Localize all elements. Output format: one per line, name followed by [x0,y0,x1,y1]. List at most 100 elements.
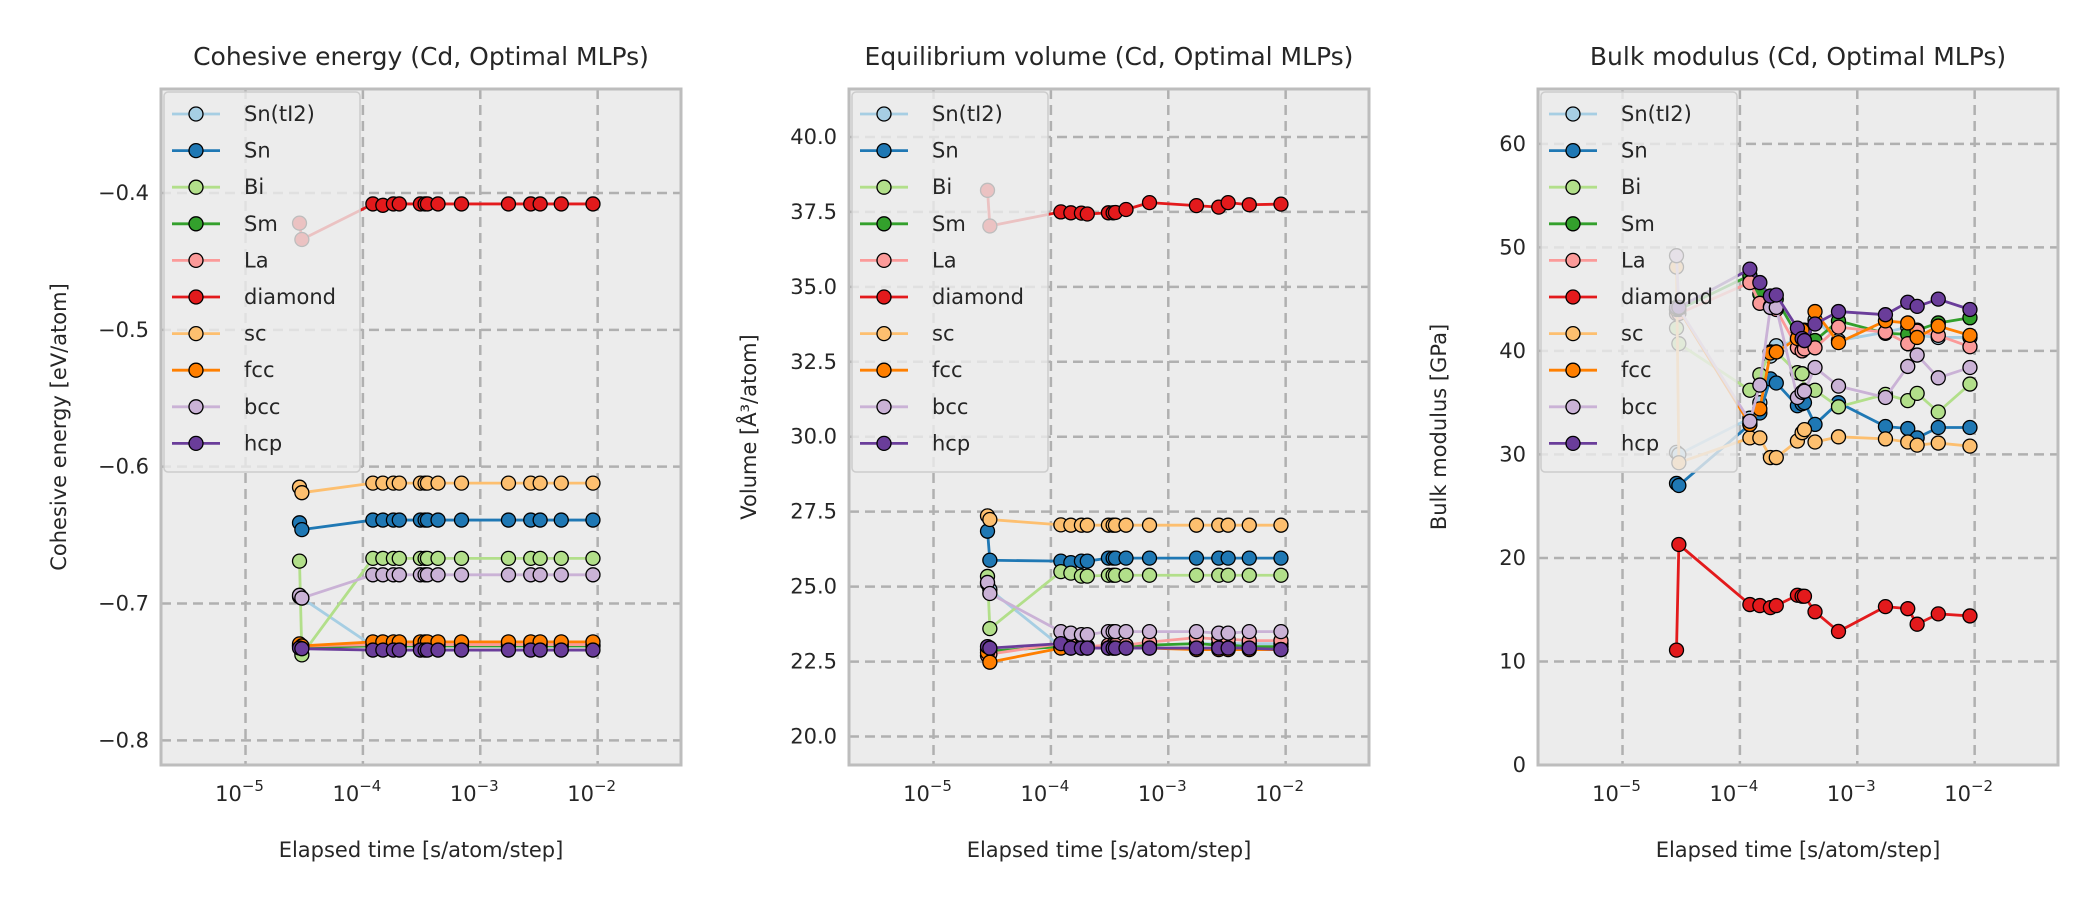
data-point [1188,640,1205,656]
data-point [1118,623,1134,640]
data-point [1909,329,1925,346]
data-point [500,196,517,212]
data-point [1877,598,1894,615]
data-point [1752,430,1768,446]
x-tick-base: 10 [1944,782,1971,806]
data-point [1188,517,1205,533]
data-point [1141,567,1158,583]
data-point [391,642,407,658]
x-tick-base: 10 [1709,782,1736,806]
legend-marker [876,435,892,452]
legend-marker [876,399,892,415]
y-axis-label: Volume [Å³/atom] [735,334,761,519]
y-tick-label: 27.5 [790,500,837,524]
data-point [532,512,548,528]
legend-item: hcp [860,431,970,455]
legend-item: bcc [860,395,968,419]
data-point [1742,413,1758,429]
data-point [532,550,548,567]
x-tick-exponent: −3 [1854,777,1876,795]
legend-item: hcp [1549,431,1659,455]
legend-marker [188,106,204,122]
data-point [1742,261,1758,277]
data-point [391,550,407,567]
legend-marker [1565,435,1581,452]
x-tick-label: 10−5 [1592,777,1641,806]
data-point [1930,318,1946,334]
data-point [1830,378,1847,394]
data-point [1962,419,1978,436]
x-tick-exponent: −4 [1047,777,1069,795]
legend-label: Bi [1621,175,1641,199]
data-point [391,567,407,583]
data-point [1796,588,1813,604]
data-point [1079,206,1095,222]
data-point [1141,194,1158,211]
legend-label: fcc [1621,358,1652,382]
y-tick-label: −0.4 [98,181,149,205]
legend-marker [188,216,204,232]
y-tick-label: 50 [1499,235,1526,259]
data-point [430,475,446,491]
legend-label: diamond [244,285,336,309]
legend-marker [876,216,892,232]
data-point [453,567,470,583]
legend-marker [876,325,892,342]
legend-item: Bi [1549,175,1641,199]
legend-item: diamond [860,285,1024,309]
data-point [1220,517,1236,533]
data-point [1273,550,1289,566]
data-point [1830,334,1847,351]
data-point [1079,640,1095,656]
data-point [500,475,517,491]
data-point [553,550,569,567]
y-tick-label: 20.0 [790,725,837,749]
data-point [453,512,470,528]
data-point [1671,536,1687,553]
legend-label: Sn [1621,139,1648,163]
legend-item: Sn [1549,139,1648,163]
data-point [1807,434,1823,450]
legend-label: Sn(tI2) [244,102,315,126]
data-point [1220,194,1236,211]
data-point [1768,375,1784,391]
data-point [585,642,601,658]
data-point [500,550,517,567]
data-point [1273,567,1289,583]
legend-label: La [244,248,269,272]
data-point [1930,291,1946,307]
data-point [294,641,310,657]
legend-label: hcp [1621,431,1659,455]
data-point [1900,358,1916,375]
data-point [1118,550,1134,566]
legend-item: Sn [860,139,959,163]
data-point [430,567,446,583]
data-point [1930,606,1946,622]
x-tick-exponent: −2 [1282,777,1304,795]
legend-marker [188,399,204,415]
data-point [1273,196,1289,212]
legend-marker [188,325,204,342]
data-point [1909,298,1925,315]
legend-label: Sn [244,139,271,163]
data-point [430,642,446,658]
legend-label: sc [1621,322,1644,346]
legend-label: sc [244,322,267,346]
data-point [1830,319,1847,335]
legend-marker [1565,106,1581,122]
x-tick-base: 10 [1020,782,1047,806]
chart-panel-1: −0.4−0.5−0.6−0.7−0.810−5 10−4 10−3 10−2Sn(t… [47,42,683,862]
data-point [1830,623,1847,640]
data-point [294,485,310,501]
data-point [1752,274,1768,291]
legend-item: sc [1549,322,1644,346]
data-point [1930,404,1946,420]
legend-item: Sn(tI2) [1549,102,1692,126]
x-tick-label: 10−2 [1255,777,1304,806]
data-point [1930,419,1946,436]
legend-item: Bi [860,175,952,199]
legend-label: Sm [1621,212,1655,236]
data-point [1141,623,1158,640]
y-tick-label: −0.8 [98,728,149,752]
x-axis-label: Elapsed time [s/atom/step] [967,838,1252,862]
